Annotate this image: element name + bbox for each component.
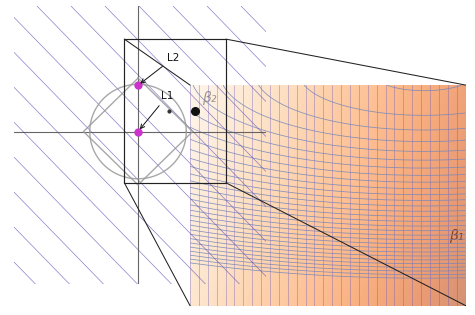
Text: β₁: β₁ [448, 229, 463, 243]
Text: L2: L2 [141, 53, 180, 83]
Text: β₂: β₂ [202, 91, 217, 105]
Bar [124, 39, 226, 183]
Text: L1: L1 [141, 91, 173, 129]
